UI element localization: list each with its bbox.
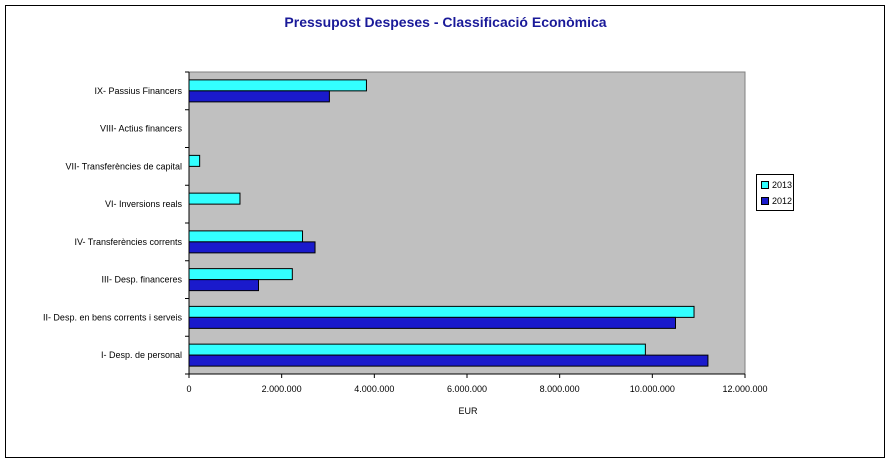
bar-2013 xyxy=(188,305,695,318)
bar-2013 xyxy=(188,154,201,167)
legend-item-2013: 2013 xyxy=(761,179,792,191)
bar-2013 xyxy=(188,192,241,205)
legend-label-2012: 2012 xyxy=(772,196,793,206)
category-label: VII- Transferències de capital xyxy=(65,161,182,171)
legend: 2013 2012 xyxy=(756,174,794,211)
category-label: IX- Passius Financers xyxy=(94,86,182,96)
bar-2012 xyxy=(188,241,316,254)
x-tick-label: 2.000.000 xyxy=(262,384,302,394)
bar-2013 xyxy=(188,230,304,243)
x-axis-label: EUR xyxy=(458,406,478,416)
bar-2012 xyxy=(188,90,330,103)
x-tick-label: 6.000.000 xyxy=(447,384,487,394)
bar-2013 xyxy=(188,268,293,281)
category-label: IV- Transferències corrents xyxy=(74,237,182,247)
category-label: VI- Inversions reals xyxy=(105,199,183,209)
x-tick-label: 10.000.000 xyxy=(630,384,675,394)
x-tick-label: 0 xyxy=(186,384,191,394)
bar-2012 xyxy=(188,316,676,329)
x-tick-label: 4.000.000 xyxy=(354,384,394,394)
legend-item-2012: 2012 xyxy=(761,195,792,207)
x-tick-label: 8.000.000 xyxy=(540,384,580,394)
legend-swatch-2012 xyxy=(761,197,769,205)
bar-2013 xyxy=(188,79,367,92)
category-label: VIII- Actius financers xyxy=(100,124,183,134)
bar-2012 xyxy=(188,354,709,367)
bar-2012 xyxy=(188,279,259,292)
legend-swatch-2013 xyxy=(761,181,769,189)
x-tick-label: 12.000.000 xyxy=(722,384,767,394)
chart-title: Pressupost Despeses - Classificació Econ… xyxy=(284,14,607,30)
legend-label-2013: 2013 xyxy=(772,180,793,190)
category-label: I- Desp. de personal xyxy=(101,350,182,360)
category-label: II- Desp. en bens corrents i serveis xyxy=(43,312,183,322)
category-label: III- Desp. financeres xyxy=(101,275,182,285)
bar-2013 xyxy=(188,343,646,356)
